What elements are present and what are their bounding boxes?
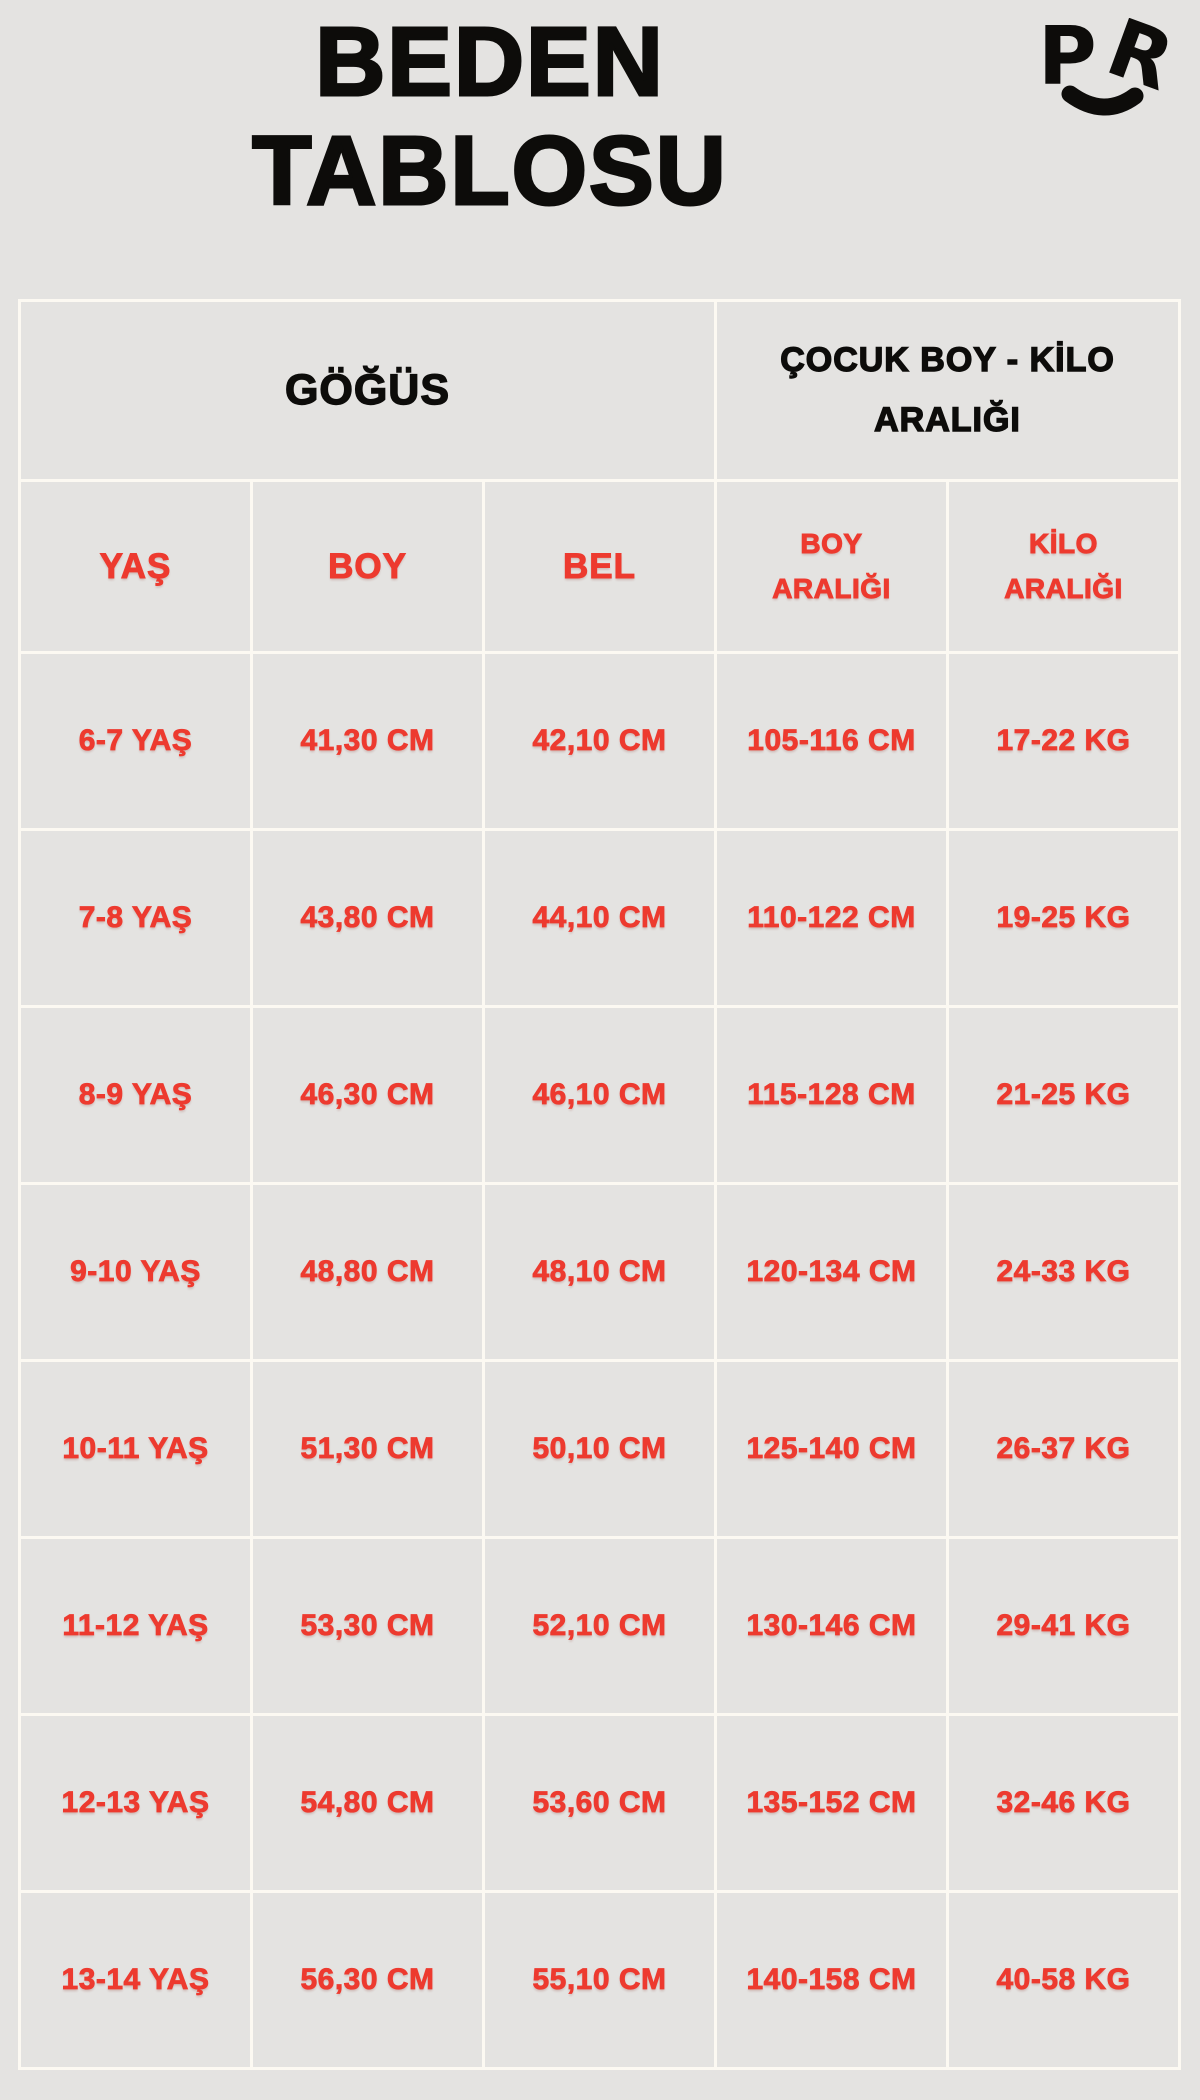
cell-weight-range: 32-46 KG — [946, 1713, 1181, 1893]
cell-waist: 50,10 CM — [482, 1359, 717, 1539]
cell-age: 13-14 YAŞ — [18, 1890, 253, 2070]
table-row: 12-13 YAŞ 54,80 CM 53,60 CM 135-152 CM 3… — [18, 1713, 1181, 1893]
cell-chest: 43,80 CM — [250, 828, 485, 1008]
column-header-height-range: BOY ARALIĞI — [714, 479, 949, 654]
cell-waist: 52,10 CM — [482, 1536, 717, 1716]
cell-chest: 41,30 CM — [250, 651, 485, 831]
group-header-height-weight-label: ÇOCUK BOY - KİLO ARALIĞI — [779, 340, 1115, 439]
cell-weight-range: 19-25 KG — [946, 828, 1181, 1008]
group-header-row: GÖĞÜS ÇOCUK BOY - KİLO ARALIĞI — [18, 299, 1181, 482]
cell-chest: 54,80 CM — [250, 1713, 485, 1893]
table-row: 8-9 YAŞ 46,30 CM 46,10 CM 115-128 CM 21-… — [18, 1005, 1181, 1185]
group-header-height-weight: ÇOCUK BOY - KİLO ARALIĞI — [714, 299, 1181, 482]
cell-height-range: 130-146 CM — [714, 1536, 949, 1716]
smiley-pr-logo-icon: P R — [1038, 18, 1184, 116]
cell-height-range: 140-158 CM — [714, 1890, 949, 2070]
cell-age: 11-12 YAŞ — [18, 1536, 253, 1716]
page-title: BEDEN TABLOSU — [0, 6, 980, 226]
cell-waist: 46,10 CM — [482, 1005, 717, 1185]
table-row: 7-8 YAŞ 43,80 CM 44,10 CM 110-122 CM 19-… — [18, 828, 1181, 1008]
cell-chest: 46,30 CM — [250, 1005, 485, 1185]
cell-age: 7-8 YAŞ — [18, 828, 253, 1008]
cell-chest: 51,30 CM — [250, 1359, 485, 1539]
page-title-line2: TABLOSU — [251, 114, 728, 225]
cell-height-range: 135-152 CM — [714, 1713, 949, 1893]
column-header-row: YAŞ BOY BEL BOY ARALIĞI KİLO ARALIĞI — [18, 479, 1181, 654]
cell-age: 10-11 YAŞ — [18, 1359, 253, 1539]
cell-weight-range: 40-58 KG — [946, 1890, 1181, 2070]
cell-age: 8-9 YAŞ — [18, 1005, 253, 1185]
table-row: 11-12 YAŞ 53,30 CM 52,10 CM 130-146 CM 2… — [18, 1536, 1181, 1716]
cell-waist: 44,10 CM — [482, 828, 717, 1008]
cell-weight-range: 17-22 KG — [946, 651, 1181, 831]
column-header-waist: BEL — [482, 479, 717, 654]
table-row: 9-10 YAŞ 48,80 CM 48,10 CM 120-134 CM 24… — [18, 1182, 1181, 1362]
cell-waist: 55,10 CM — [482, 1890, 717, 2070]
cell-weight-range: 21-25 KG — [946, 1005, 1181, 1185]
cell-chest: 53,30 CM — [250, 1536, 485, 1716]
table-row: 6-7 YAŞ 41,30 CM 42,10 CM 105-116 CM 17-… — [18, 651, 1181, 831]
cell-weight-range: 29-41 KG — [946, 1536, 1181, 1716]
cell-height-range: 120-134 CM — [714, 1182, 949, 1362]
page-title-line1: BEDEN — [314, 6, 665, 117]
cell-weight-range: 24-33 KG — [946, 1182, 1181, 1362]
cell-height-range: 125-140 CM — [714, 1359, 949, 1539]
cell-waist: 42,10 CM — [482, 651, 717, 831]
column-header-age: YAŞ — [18, 479, 253, 654]
size-table: GÖĞÜS ÇOCUK BOY - KİLO ARALIĞI YAŞ BOY B… — [18, 299, 1181, 2070]
column-header-weight-range: KİLO ARALIĞI — [946, 479, 1181, 654]
brand-logo: P R — [1034, 18, 1184, 128]
group-header-chest: GÖĞÜS — [18, 299, 717, 482]
cell-age: 12-13 YAŞ — [18, 1713, 253, 1893]
cell-age: 6-7 YAŞ — [18, 651, 253, 831]
cell-height-range: 110-122 CM — [714, 828, 949, 1008]
logo-smile-arc — [1061, 85, 1144, 116]
cell-age: 9-10 YAŞ — [18, 1182, 253, 1362]
cell-height-range: 105-116 CM — [714, 651, 949, 831]
table-row: 10-11 YAŞ 51,30 CM 50,10 CM 125-140 CM 2… — [18, 1359, 1181, 1539]
cell-weight-range: 26-37 KG — [946, 1359, 1181, 1539]
cell-waist: 53,60 CM — [482, 1713, 717, 1893]
cell-chest: 56,30 CM — [250, 1890, 485, 2070]
cell-height-range: 115-128 CM — [714, 1005, 949, 1185]
column-header-chest: BOY — [250, 479, 485, 654]
cell-chest: 48,80 CM — [250, 1182, 485, 1362]
cell-waist: 48,10 CM — [482, 1182, 717, 1362]
table-row: 13-14 YAŞ 56,30 CM 55,10 CM 140-158 CM 4… — [18, 1890, 1181, 2070]
